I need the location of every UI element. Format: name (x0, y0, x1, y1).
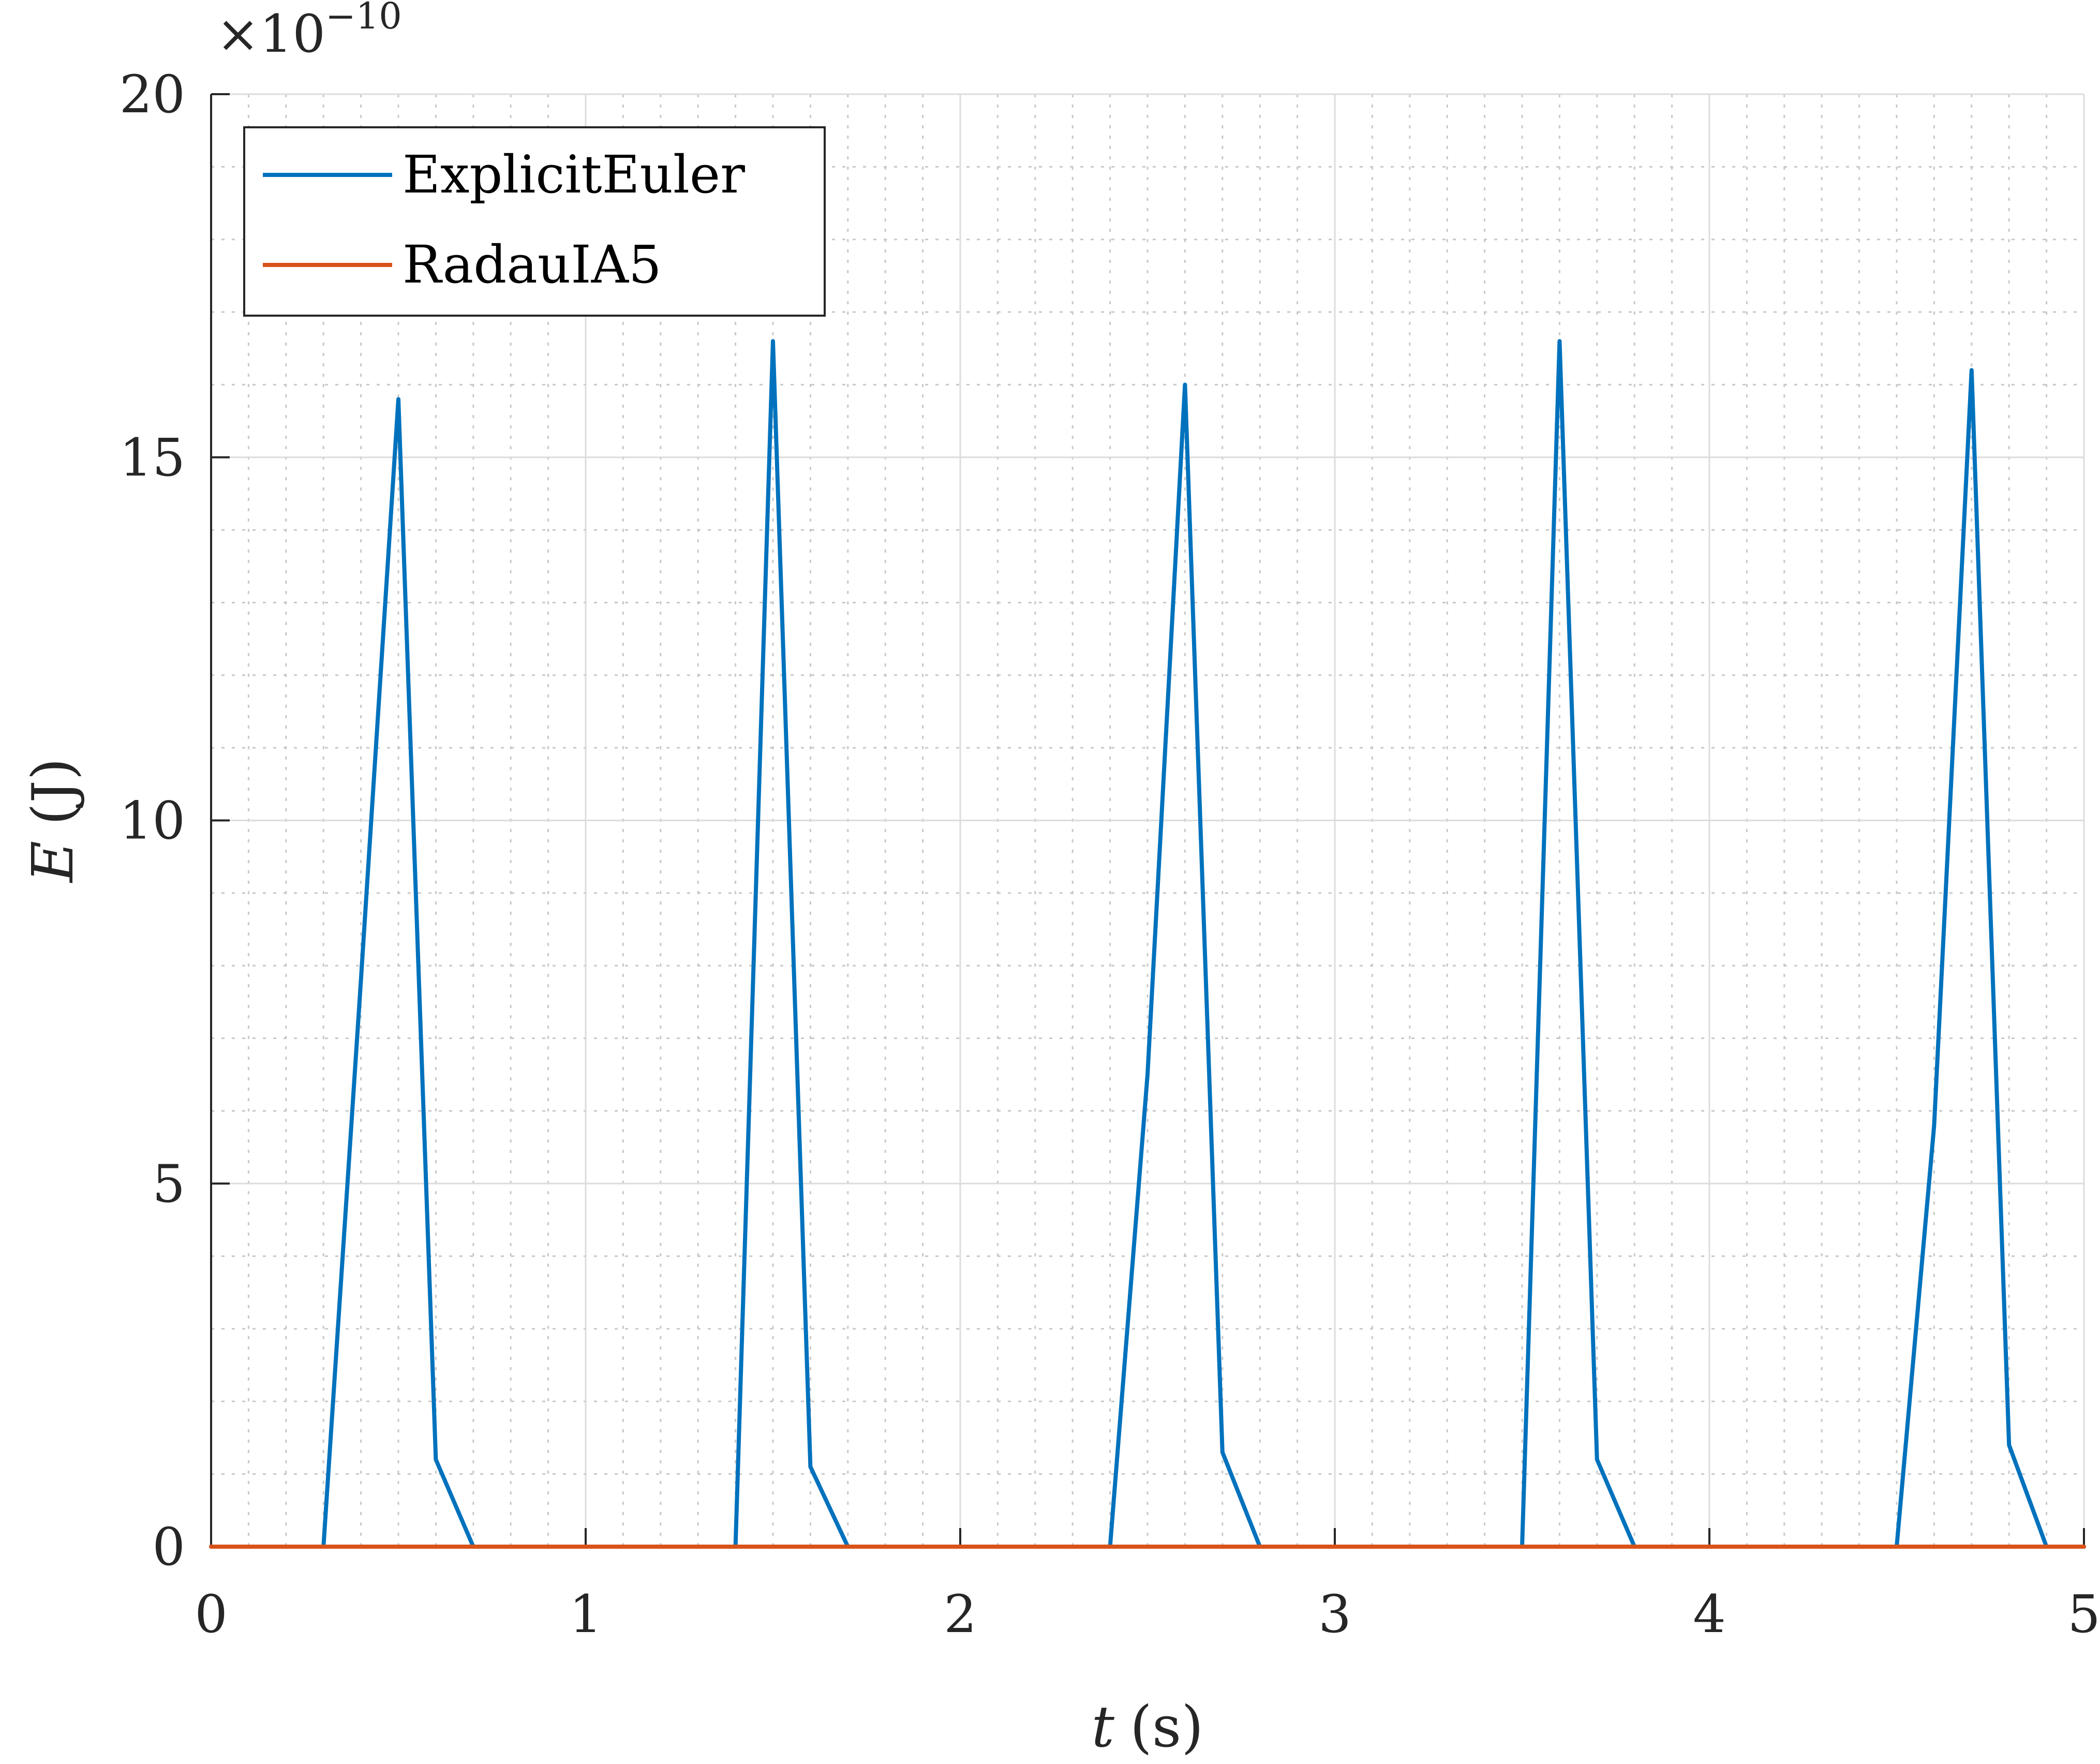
y-tick-label: 5 (152, 1153, 185, 1214)
y-axis-title: E (J) (20, 758, 86, 883)
y-tick-label: 0 (152, 1517, 185, 1577)
legend-label-explicit-euler: ExplicitEuler (403, 144, 745, 205)
x-tick-label: 1 (569, 1584, 602, 1644)
x-axis-title: t (s) (1092, 1694, 1204, 1760)
x-tick-label: 4 (1693, 1584, 1726, 1644)
series-lines (209, 339, 2086, 1549)
x-axis-variable: t (1092, 1694, 1115, 1760)
y-tick-label: 20 (120, 64, 185, 125)
legend-label-radau-ia5: RadauIA5 (403, 234, 662, 295)
y-tick-label: 15 (120, 427, 185, 488)
x-tick-label: 0 (195, 1584, 228, 1644)
series-line-expliciteuler (209, 339, 2086, 1549)
y-exponent-label: ×10−10 (216, 0, 402, 64)
y-exponent-power: −10 (325, 0, 402, 37)
x-tick-label: 3 (1318, 1584, 1351, 1644)
x-tick-label: 2 (944, 1584, 977, 1644)
x-tick-label: 5 (2067, 1584, 2100, 1644)
y-axis-variable: E (20, 841, 86, 883)
legend: ExplicitEuler RadauIA5 (243, 126, 826, 317)
x-axis-unit: (s) (1130, 1694, 1203, 1760)
tick-labels: 0 1 2 3 4 5 0 5 10 15 20 (120, 64, 2100, 1644)
y-axis-unit: (J) (20, 758, 86, 825)
y-tick-label: 10 (120, 791, 185, 851)
legend-box (243, 126, 826, 317)
